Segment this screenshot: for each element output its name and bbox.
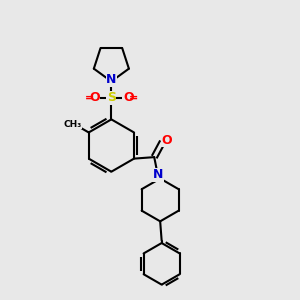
Text: O: O <box>89 92 100 104</box>
Text: CH₃: CH₃ <box>63 120 81 129</box>
Text: =: = <box>85 93 94 103</box>
Text: N: N <box>106 73 116 86</box>
Text: O: O <box>123 92 134 104</box>
Text: S: S <box>107 92 116 104</box>
Text: =: = <box>129 93 138 103</box>
Text: N: N <box>153 169 163 182</box>
Text: O: O <box>161 134 172 147</box>
